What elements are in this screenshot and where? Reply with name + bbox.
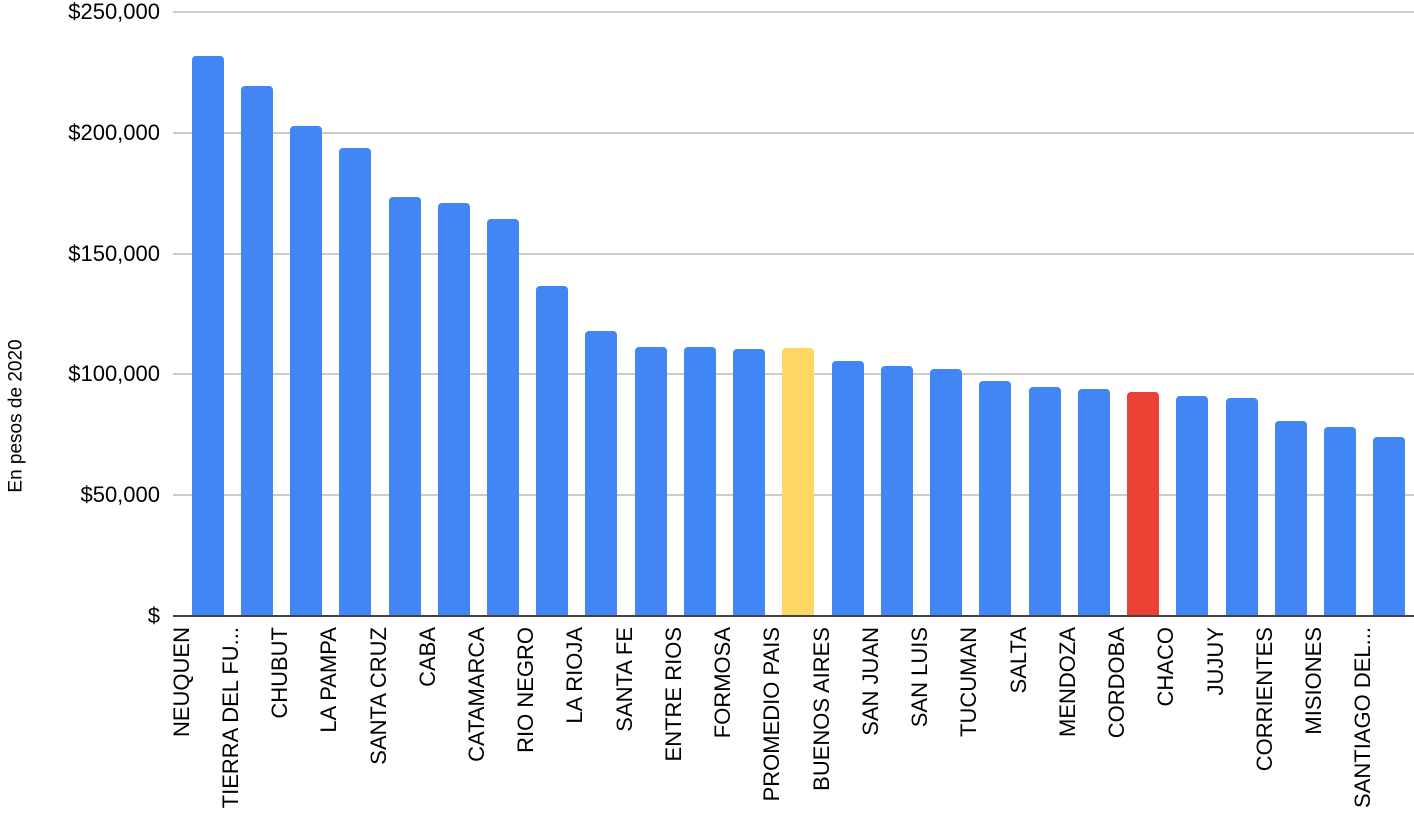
x-axis-label: CHUBUT (267, 627, 293, 719)
bar-corrientes (1274, 420, 1307, 615)
bar-santa-cruz (388, 197, 421, 615)
bar-la-pampa (339, 147, 372, 615)
bar-buenos-aires (831, 361, 864, 615)
x-label-cell: SANTIAGO DEL... (1350, 627, 1414, 831)
x-axis-label: TIERRA DEL FU... (217, 627, 243, 809)
bar-slot (1168, 12, 1217, 615)
x-axis-label: MENDOZA (1054, 627, 1080, 737)
bar-formosa (733, 349, 766, 615)
x-axis-label: SALTA (1005, 627, 1031, 694)
x-axis-label: SAN JUAN (857, 627, 883, 736)
bar-slot (528, 12, 577, 615)
bar-santiago-del (1373, 437, 1406, 615)
bar-promedio-pais (782, 348, 815, 615)
y-tick-label: $ (147, 603, 160, 628)
bar-slot (675, 12, 724, 615)
x-axis-label: CORDOBA (1104, 627, 1130, 739)
bar-entre-rios (683, 346, 716, 615)
x-axis-label: CORRIENTES (1251, 627, 1277, 772)
bar-slot (823, 12, 872, 615)
bar-slot (872, 12, 921, 615)
x-axis-label: JUJUY (1202, 627, 1228, 696)
bar-slot (1365, 12, 1414, 615)
x-axis-label: SANTIAGO DEL... (1350, 627, 1376, 808)
bar-rio-negro (536, 286, 569, 615)
x-axis-label: RIO NEGRO (513, 627, 539, 753)
y-tick-label: $250,000 (68, 0, 160, 24)
x-axis-labels: NEUQUEN TIERRA DEL FU... CHUBUT LA PAMPA SAN… (169, 627, 1414, 831)
bar-slot (725, 12, 774, 615)
x-axis-label: PROMEDIO PAIS (759, 627, 785, 802)
bar-misiones (1324, 426, 1356, 615)
bar-caba (437, 203, 470, 615)
bar-san-luis (930, 368, 963, 615)
bar-slot (478, 12, 527, 615)
bar-slot (183, 12, 232, 615)
x-axis-label: LA PAMPA (316, 627, 342, 733)
bar-salta (1028, 386, 1061, 615)
bar-cordoba (1127, 391, 1160, 615)
y-tick-label: $50,000 (80, 482, 160, 508)
bar-slot (1266, 12, 1315, 615)
x-axis-label: BUENOS AIRES (808, 627, 834, 791)
x-axis-label: MISIONES (1301, 627, 1326, 735)
x-axis-label: SANTA FE (611, 627, 637, 732)
bar-la-rioja (585, 331, 618, 615)
bar-slot (577, 12, 626, 615)
gridline (173, 131, 1414, 134)
bar-jujuy (1225, 397, 1258, 615)
gridline (173, 11, 1414, 13)
bar-slot (1315, 12, 1364, 615)
gridline (173, 252, 1414, 255)
bar-santa-fe (634, 346, 667, 615)
bar-slot (331, 12, 380, 615)
bar-slot (626, 12, 675, 615)
bar-slot (429, 12, 478, 615)
y-tick-label: $150,000 (68, 240, 160, 266)
y-tick-label: $100,000 (68, 361, 160, 387)
x-axis-line (173, 615, 1414, 617)
bar-slot (281, 12, 330, 615)
bar-slot (1069, 12, 1118, 615)
x-axis-label: TUCUMAN (956, 627, 982, 737)
x-axis-label: NEUQUEN (168, 627, 194, 738)
bar-slot (1020, 12, 1069, 615)
x-axis-label: CATAMARCA (464, 627, 490, 762)
x-axis-label: LA RIOJA (562, 627, 588, 724)
bar-slot (1217, 12, 1266, 615)
x-axis-label: SAN LUIS (907, 627, 933, 728)
bar-san-juan (880, 366, 913, 615)
x-axis-label: CHACO (1153, 627, 1179, 707)
y-tick-label: $200,000 (68, 119, 160, 145)
bar-slot (922, 12, 971, 615)
bar-chaco (1176, 396, 1209, 615)
bar-slot (232, 12, 281, 615)
bar-tucuman (979, 380, 1012, 615)
x-axis-label: ENTRE RIOS (660, 627, 686, 762)
bar-chubut (290, 125, 323, 615)
x-axis-label: FORMOSA (710, 627, 736, 739)
bar-mendoza (1077, 389, 1110, 615)
bar-slot (1118, 12, 1167, 615)
x-axis-label: CABA (414, 627, 440, 687)
bar-slot (971, 12, 1020, 615)
x-axis-label: SANTA CRUZ (365, 627, 391, 765)
bar-neuquen (191, 55, 224, 615)
bar-slot (380, 12, 429, 615)
bar-catamarca (487, 218, 520, 615)
bar-slot (774, 12, 823, 615)
bar-tierra-del-fu (240, 85, 273, 615)
plot-area (183, 12, 1414, 615)
